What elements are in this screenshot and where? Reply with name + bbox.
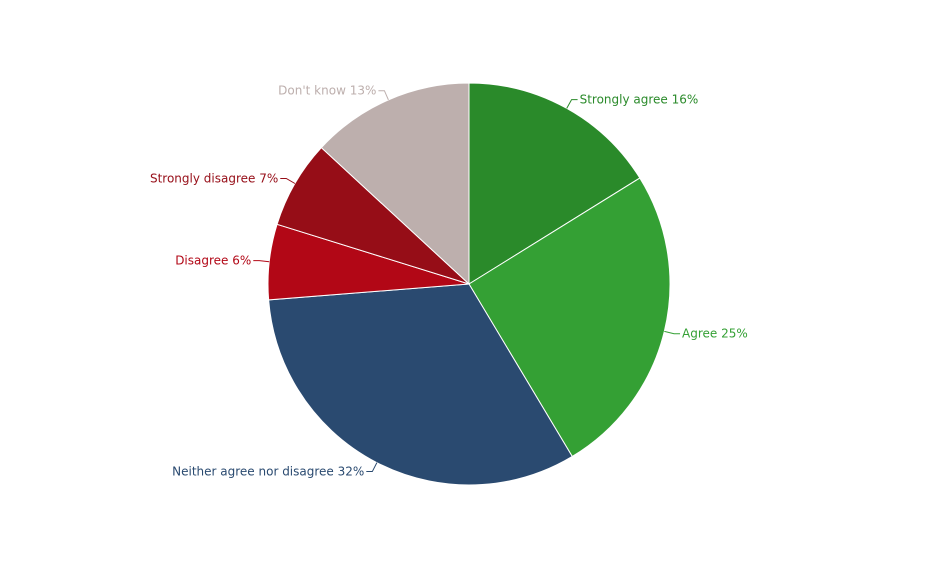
slice-value: 25% (721, 326, 748, 340)
slice-category: Strongly agree (580, 92, 668, 106)
slice-label: Strongly disagree 7% (150, 171, 278, 185)
slice-label: Disagree 6% (175, 253, 251, 267)
slice-value: 7% (259, 171, 278, 185)
leader-line (378, 90, 389, 101)
leader-line (253, 260, 270, 263)
slice-value: 6% (232, 253, 251, 267)
leader-line (664, 330, 681, 335)
slice-value: 13% (350, 83, 377, 97)
leader-line (280, 178, 296, 184)
slice-value: 32% (338, 464, 365, 478)
slice-label: Strongly agree 16% (580, 92, 699, 106)
slice-category: Neither agree nor disagree (172, 464, 334, 478)
slice-category: Strongly disagree (150, 171, 255, 185)
pie-slice (268, 283, 573, 486)
slice-category: Don't know (278, 83, 346, 97)
pie-slice (468, 177, 671, 458)
pie-slice (320, 82, 470, 286)
slice-label: Don't know 13% (278, 83, 376, 97)
slice-label: Agree 25% (682, 326, 748, 340)
leader-line (566, 99, 578, 109)
slice-category: Disagree (175, 253, 228, 267)
slice-category: Agree (682, 326, 717, 340)
leader-line (366, 462, 378, 473)
slice-value: 16% (672, 92, 699, 106)
slice-label: Neither agree nor disagree 32% (172, 464, 364, 478)
